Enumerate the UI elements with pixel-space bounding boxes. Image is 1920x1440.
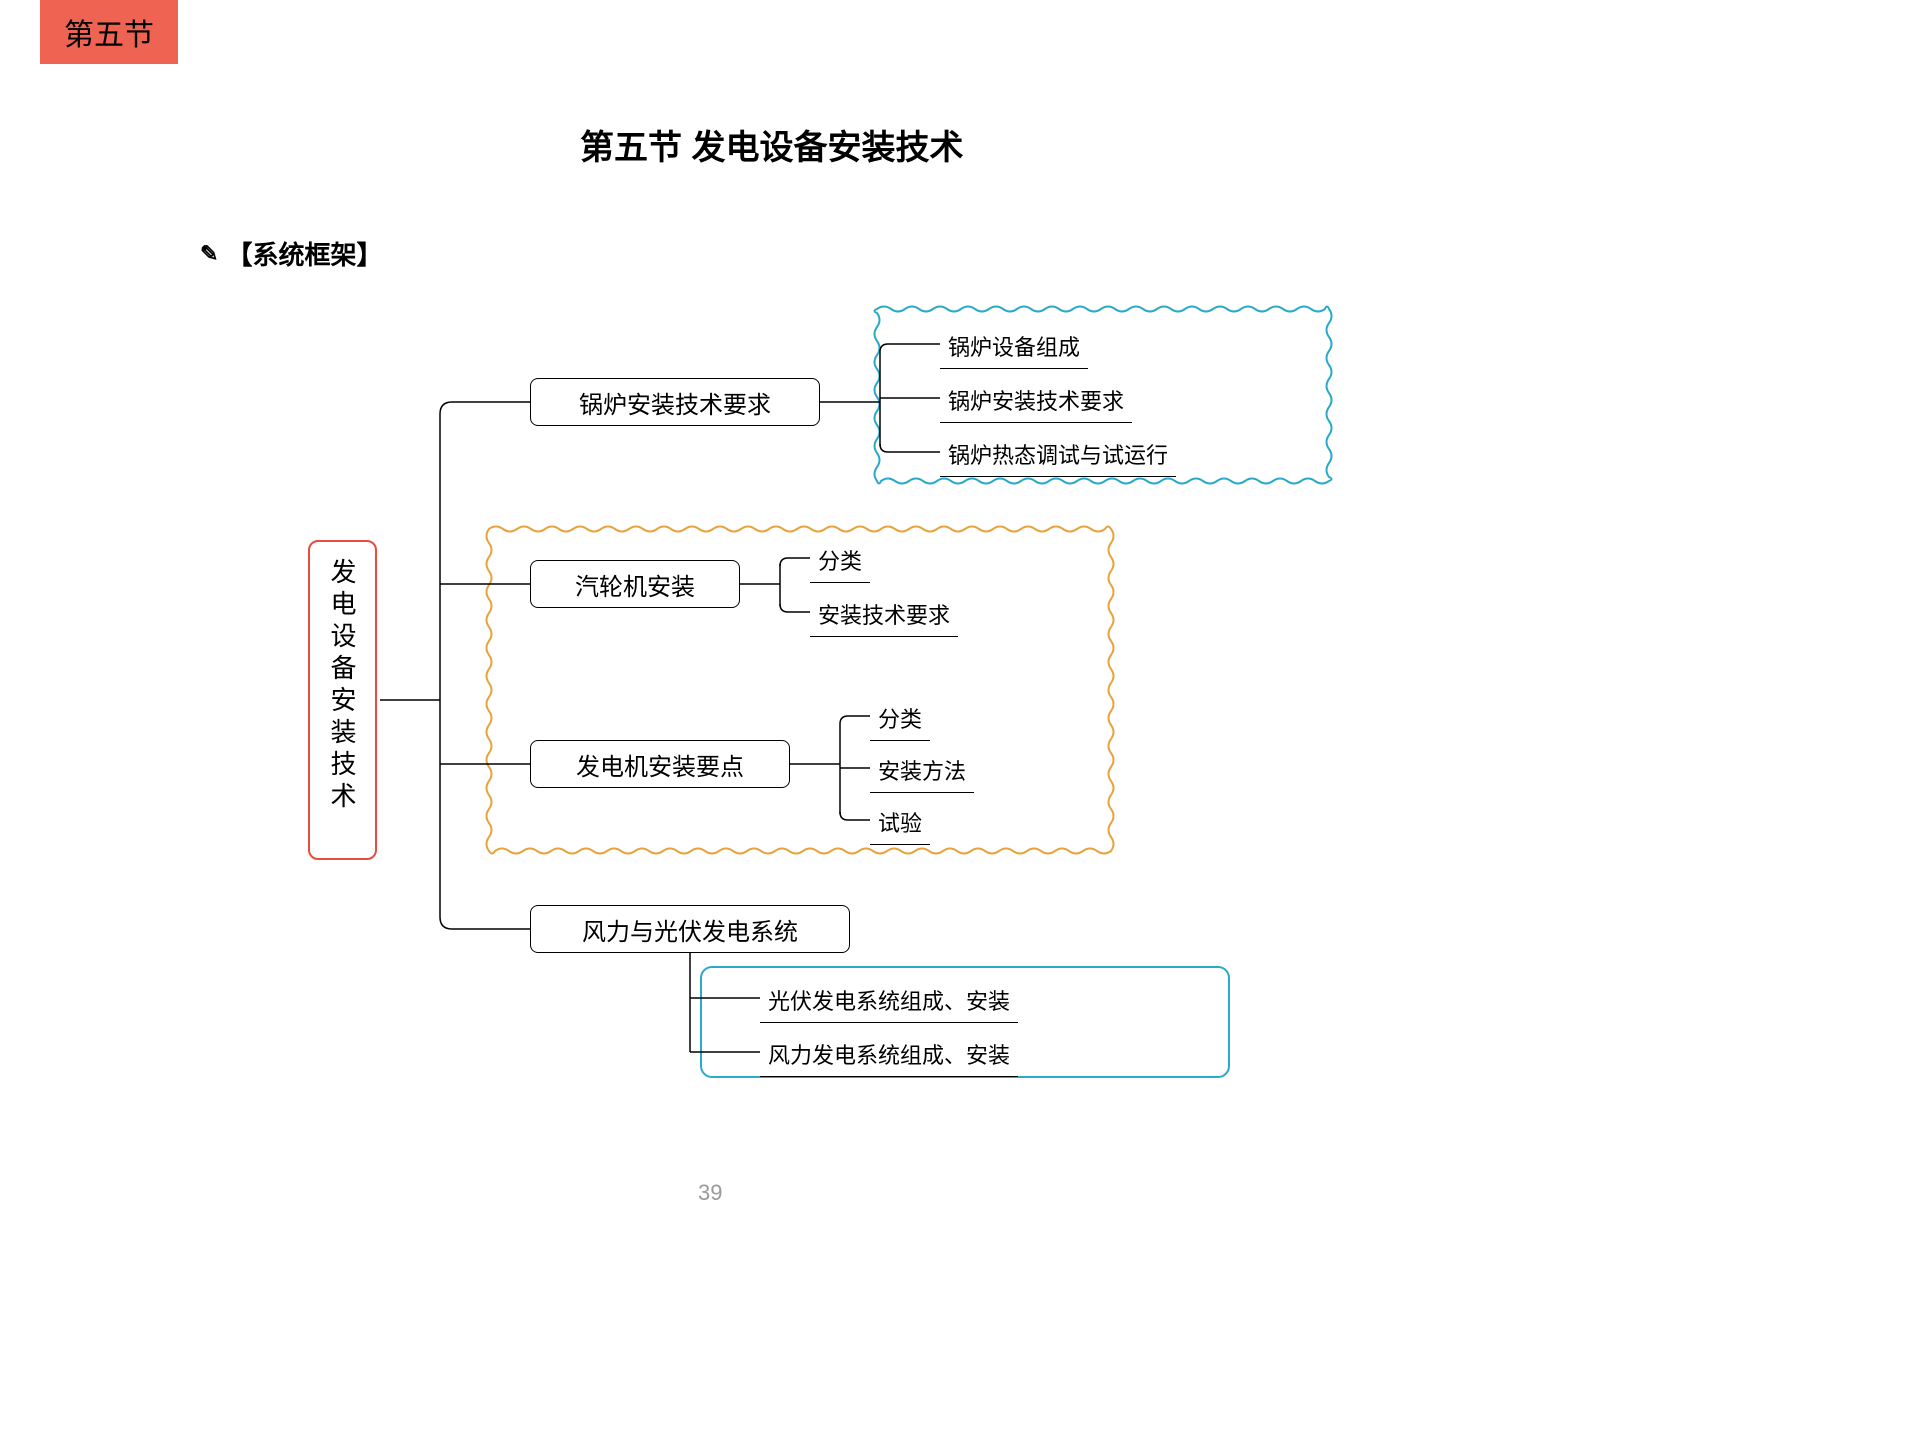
framework-label-text: 【系统框架】 xyxy=(226,235,382,272)
leaf-n2-1: 安装技术要求 xyxy=(810,594,958,637)
framework-label: ✎ 【系统框架】 xyxy=(200,235,382,272)
node-n1: 锅炉安装技术要求 xyxy=(530,378,820,426)
root-node-label: 发电设备安装技术 xyxy=(327,558,357,814)
page-number: 39 xyxy=(698,1180,722,1206)
section-tab: 第五节 xyxy=(40,0,178,64)
leaf-n1-2: 锅炉热态调试与试运行 xyxy=(940,434,1176,477)
page-title-text: 第五节 发电设备安装技术 xyxy=(580,129,963,167)
leaf-n4-0: 光伏发电系统组成、安装 xyxy=(760,980,1018,1023)
page-number-text: 39 xyxy=(698,1180,722,1205)
node-n2: 汽轮机安装 xyxy=(530,560,740,608)
leaf-n1-0: 锅炉设备组成 xyxy=(940,326,1088,369)
leaf-n3-1: 安装方法 xyxy=(870,750,974,793)
leaf-n1-1: 锅炉安装技术要求 xyxy=(940,380,1132,423)
leaf-n3-0: 分类 xyxy=(870,698,930,741)
pencil-icon: ✎ xyxy=(200,241,218,267)
leaf-n2-0: 分类 xyxy=(810,540,870,583)
node-n3: 发电机安装要点 xyxy=(530,740,790,788)
leaf-n3-2: 试验 xyxy=(870,802,930,845)
connectors xyxy=(0,0,1920,1440)
leaf-n4-1: 风力发电系统组成、安装 xyxy=(760,1034,1018,1077)
section-tab-label: 第五节 xyxy=(64,19,154,52)
root-node: 发电设备安装技术 xyxy=(308,540,377,860)
page-title: 第五节 发电设备安装技术 xyxy=(580,120,963,169)
node-n4: 风力与光伏发电系统 xyxy=(530,905,850,953)
